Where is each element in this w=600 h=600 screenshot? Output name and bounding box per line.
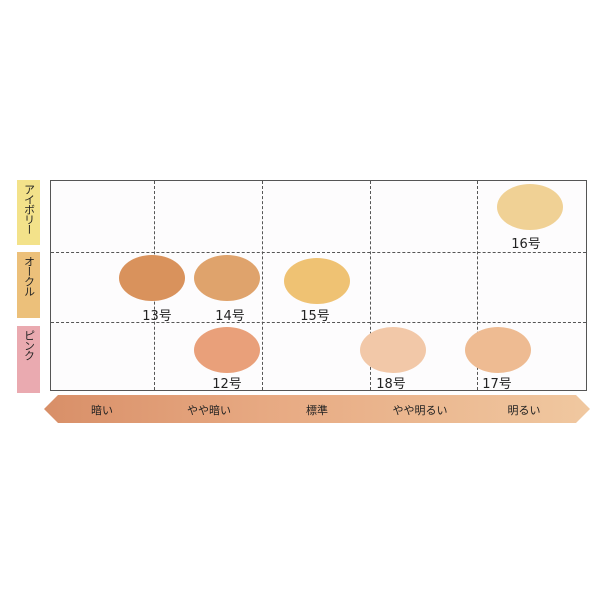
swatch-18 [360, 327, 426, 373]
swatch-label: 13号 [142, 309, 172, 324]
grid-divider [262, 181, 263, 390]
grid-divider [51, 252, 586, 253]
scale-label: 明るい [507, 404, 541, 417]
swatch-label: 14号 [215, 309, 245, 324]
row-label-ochre: オークル [17, 252, 40, 318]
swatch-label: 12号 [212, 377, 242, 392]
scale-label: やや暗い [187, 404, 231, 417]
row-label-ivory: アイボリー [17, 180, 40, 245]
grid-divider [51, 322, 586, 323]
swatch-13 [119, 255, 185, 301]
swatch-label: 16号 [511, 237, 541, 252]
grid-divider [477, 181, 478, 390]
swatch-16 [497, 184, 563, 230]
row-label-pink: ピンク [17, 326, 40, 393]
swatch-label: 15号 [300, 309, 330, 324]
swatch-label: 17号 [482, 377, 512, 392]
swatch-12 [194, 327, 260, 373]
swatch-label: 18号 [376, 377, 406, 392]
brightness-scale-arrow [44, 395, 590, 423]
swatch-15 [284, 258, 350, 304]
swatch-14 [194, 255, 260, 301]
grid-divider [370, 181, 371, 390]
scale-label: 暗い [91, 404, 113, 417]
scale-label: 標準 [306, 404, 328, 417]
swatch-17 [465, 327, 531, 373]
scale-label: やや明るい [392, 404, 448, 417]
